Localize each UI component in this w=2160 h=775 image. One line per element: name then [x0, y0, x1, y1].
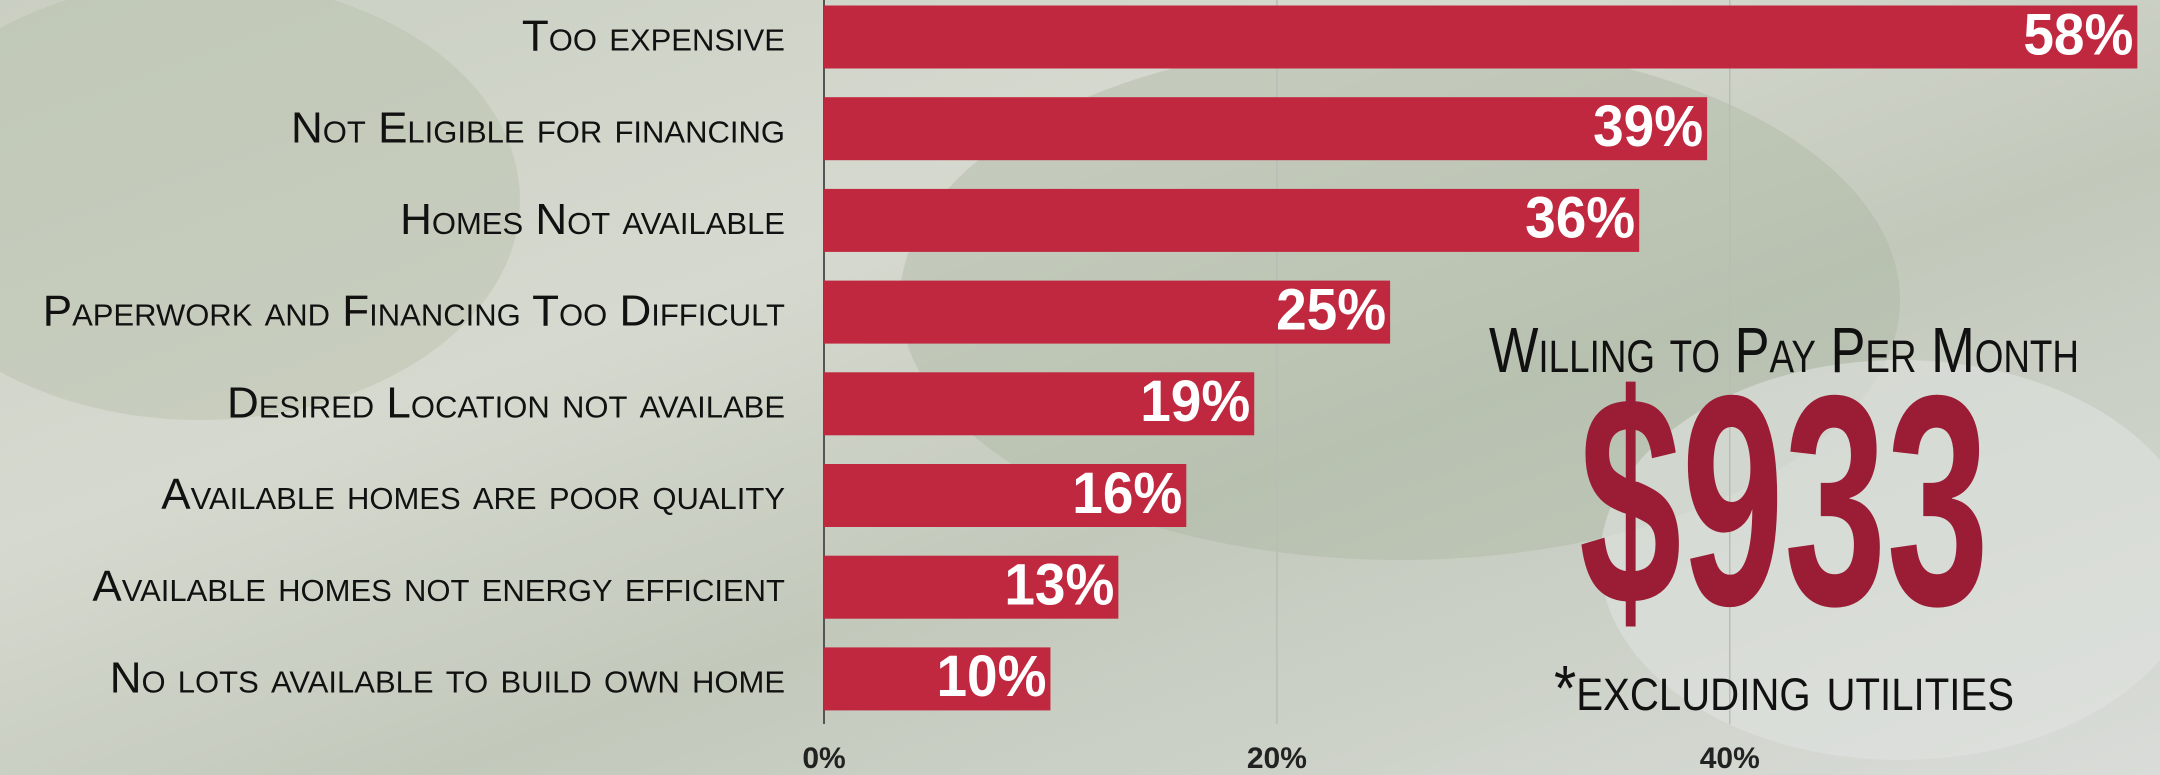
value-label: 13%	[1004, 553, 1114, 618]
bar	[824, 464, 1187, 527]
y-tick-label: Not Eligible for financing	[291, 103, 785, 152]
bar	[824, 372, 1255, 436]
bar	[824, 280, 1391, 344]
x-tick-label: 0%	[802, 742, 845, 775]
y-tick-label: No lots available to build own home	[110, 654, 785, 703]
annotation-amount: $933	[1579, 332, 1989, 668]
value-label: 16%	[1072, 461, 1182, 526]
x-tick-label: 40%	[1700, 742, 1760, 775]
y-tick-label: Desired Location not availabe	[227, 378, 785, 427]
y-tick-label: Too expensive	[522, 12, 785, 61]
bar	[824, 188, 1640, 252]
value-label: 36%	[1525, 186, 1635, 251]
annotation-note: *excluding utilities	[1554, 652, 2014, 724]
bar	[824, 555, 1119, 619]
value-label: 58%	[2023, 2, 2133, 67]
value-label: 25%	[1276, 277, 1386, 342]
y-tick-label: Paperwork and Financing Too Difficult	[43, 287, 785, 336]
bar	[824, 647, 1051, 711]
y-tick-label: Available homes not energy efficient	[92, 562, 785, 611]
bar	[824, 97, 1708, 161]
background-forest	[0, 0, 520, 420]
bar	[824, 5, 2138, 69]
value-label: 39%	[1593, 94, 1703, 159]
annotation-heading: Willing to Pay Per Month	[1489, 314, 2079, 386]
value-label: 19%	[1140, 369, 1250, 434]
y-tick-label: Homes Not available	[400, 195, 785, 244]
x-tick-label: 20%	[1247, 742, 1307, 775]
y-tick-label: Available homes are poor quality	[161, 470, 785, 519]
background-water	[1600, 360, 2160, 760]
value-label: 10%	[936, 644, 1046, 709]
